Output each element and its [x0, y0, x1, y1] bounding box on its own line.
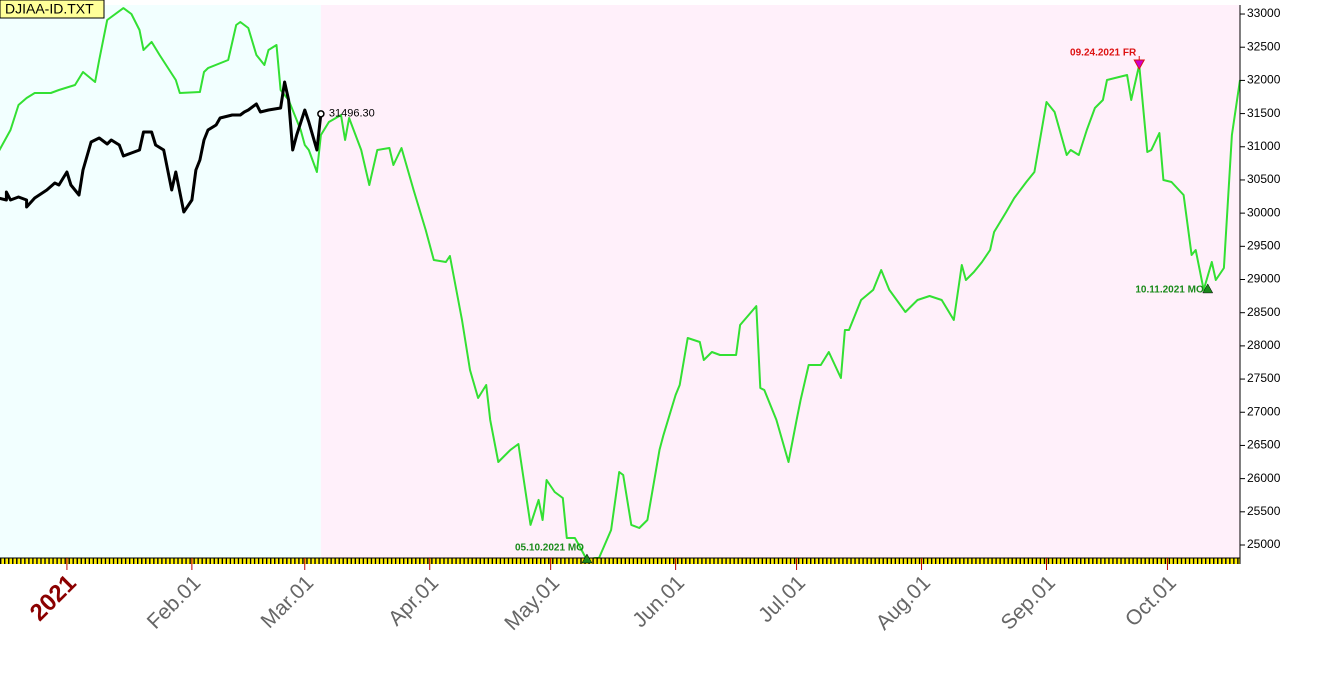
background	[0, 5, 1240, 558]
day-tick-strip	[0, 558, 1240, 564]
x-tick-label: Aug.01	[872, 571, 935, 634]
y-tick-label: 28500	[1247, 305, 1281, 319]
x-tick-label: Jul.01	[754, 571, 810, 627]
x-tick-label: Apr.01	[384, 571, 443, 630]
x-tick-label: Sep.01	[997, 571, 1060, 634]
y-tick-label: 31500	[1247, 106, 1281, 120]
y-tick-label: 27500	[1247, 371, 1281, 385]
y-tick-label: 32500	[1247, 39, 1281, 53]
x-tick-label: May.01	[500, 571, 564, 635]
plot	[0, 7, 1241, 561]
y-tick-label: 30000	[1247, 205, 1281, 219]
y-tick-label: 26500	[1247, 438, 1281, 452]
x-tick-label: 2021	[25, 570, 82, 627]
chart-title: DJIAA-ID.TXT	[5, 1, 94, 17]
y-tick-label: 28000	[1247, 338, 1281, 352]
annotation-label: 05.10.2021 MO	[515, 543, 584, 554]
series-line	[0, 80, 323, 214]
x-tick-label: Jun.01	[628, 571, 689, 632]
x-tick-label: Feb.01	[143, 571, 206, 634]
x-tick-label: Oct.01	[1121, 571, 1181, 631]
y-tick-label: 25000	[1247, 537, 1281, 551]
y-tick-label: 26000	[1247, 471, 1281, 485]
y-tick-label: 31000	[1247, 139, 1281, 153]
annotation-label: 10.11.2021 MO	[1135, 285, 1204, 296]
series-line	[0, 7, 1241, 561]
projection-band	[320, 5, 1240, 558]
y-tick-label: 32000	[1247, 73, 1281, 87]
y-tick-label: 25500	[1247, 504, 1281, 518]
title-box	[0, 0, 105, 19]
annotation-marker	[1202, 283, 1214, 294]
annotation-marker	[1133, 55, 1146, 71]
annotation-label: 09.24.2021 FR	[1070, 48, 1137, 59]
y-tick-label: 30500	[1247, 172, 1281, 186]
y-tick-label: 33000	[1247, 6, 1281, 20]
history-band	[0, 5, 321, 558]
annotation-marker	[317, 110, 325, 118]
annotation-marker	[581, 553, 593, 564]
y-tick-label: 29000	[1247, 272, 1281, 286]
y-tick-label: 27000	[1247, 404, 1281, 418]
y-tick-label: 29500	[1247, 238, 1281, 252]
x-tick-label: Mar.01	[257, 571, 319, 633]
annotation-label: 31496.30	[329, 108, 375, 120]
